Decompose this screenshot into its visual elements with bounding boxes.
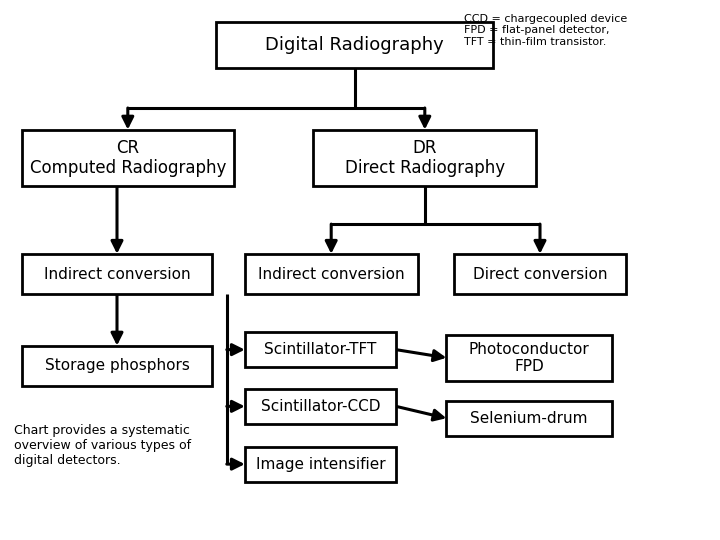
Text: Storage phosphors: Storage phosphors <box>45 359 189 373</box>
Text: Chart provides a systematic
overview of various types of
digital detectors.: Chart provides a systematic overview of … <box>14 424 192 467</box>
FancyBboxPatch shape <box>446 335 612 381</box>
Text: CCD = chargecoupled device
FPD = flat-panel detector,
TFT = thin-film transistor: CCD = chargecoupled device FPD = flat-pa… <box>464 14 628 46</box>
FancyBboxPatch shape <box>22 130 234 186</box>
Text: CR
Computed Radiography: CR Computed Radiography <box>30 139 226 177</box>
FancyBboxPatch shape <box>446 401 612 436</box>
Text: Direct conversion: Direct conversion <box>473 267 607 281</box>
FancyBboxPatch shape <box>245 389 396 424</box>
FancyBboxPatch shape <box>22 254 212 294</box>
FancyBboxPatch shape <box>22 346 212 386</box>
Text: Digital Radiography: Digital Radiography <box>265 36 444 53</box>
Text: Scintillator-CCD: Scintillator-CCD <box>261 399 380 414</box>
Text: DR
Direct Radiography: DR Direct Radiography <box>345 139 505 177</box>
Text: Selenium-drum: Selenium-drum <box>470 411 588 426</box>
Text: Photoconductor
FPD: Photoconductor FPD <box>469 342 590 374</box>
Text: Image intensifier: Image intensifier <box>256 457 385 471</box>
FancyBboxPatch shape <box>313 130 536 186</box>
FancyBboxPatch shape <box>454 254 626 294</box>
FancyBboxPatch shape <box>245 254 418 294</box>
FancyBboxPatch shape <box>216 22 493 68</box>
Text: Scintillator-TFT: Scintillator-TFT <box>264 342 377 357</box>
FancyBboxPatch shape <box>245 447 396 482</box>
FancyBboxPatch shape <box>245 332 396 367</box>
Text: Indirect conversion: Indirect conversion <box>44 267 190 281</box>
Text: Indirect conversion: Indirect conversion <box>258 267 405 281</box>
